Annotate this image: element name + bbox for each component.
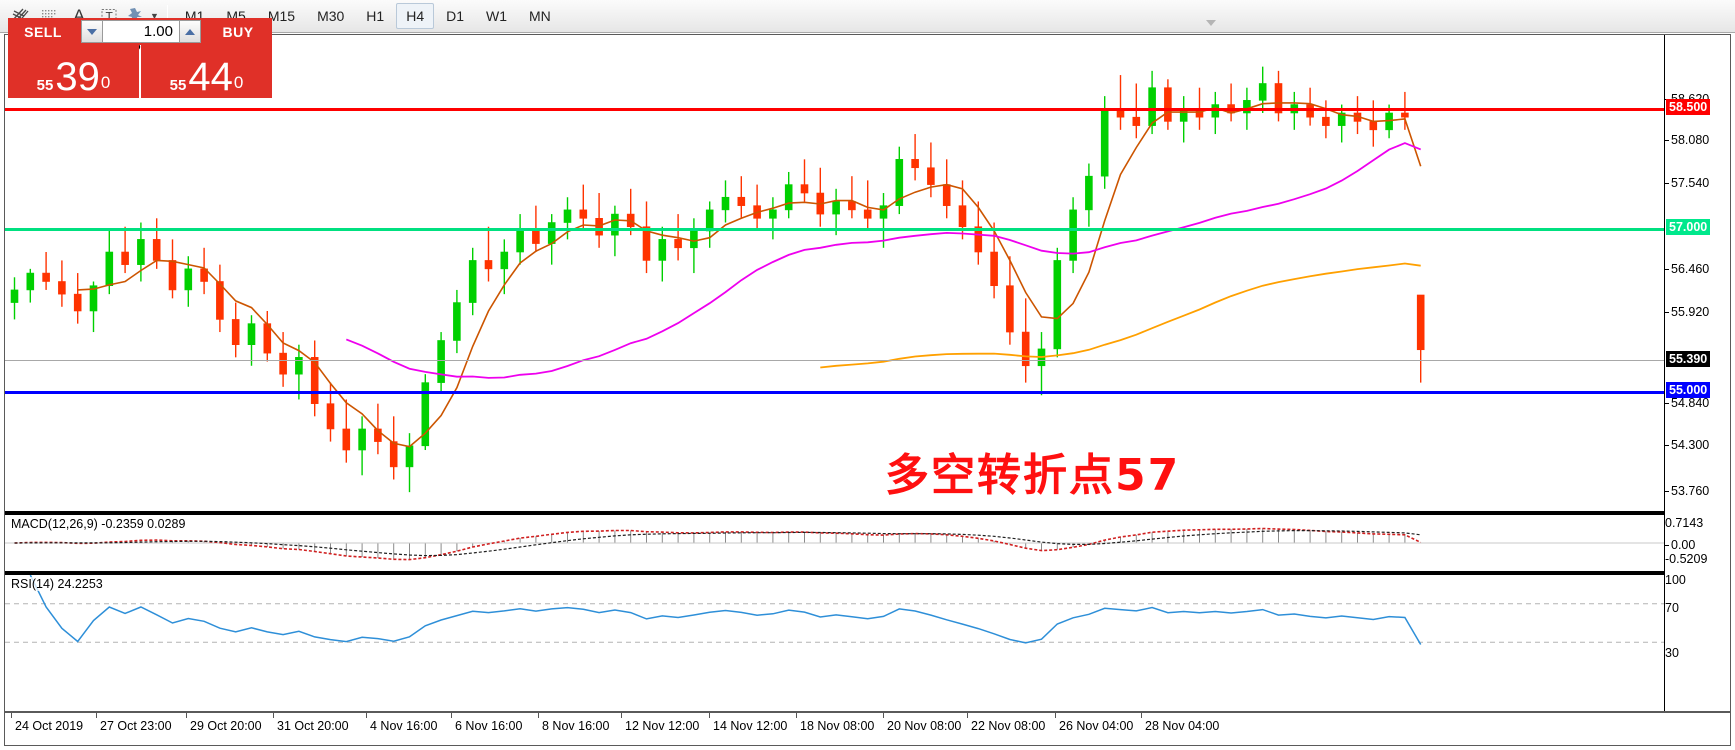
time-tick-mark bbox=[366, 713, 367, 718]
price-tick-56460: 56.460 bbox=[1665, 262, 1709, 276]
objects-dropdown-icon[interactable]: ▼ bbox=[125, 3, 160, 29]
time-tick-mark bbox=[621, 713, 622, 718]
resistance-line-58500[interactable] bbox=[5, 108, 1664, 111]
time-tick-mark bbox=[1141, 713, 1142, 718]
pivot-line-57000[interactable] bbox=[5, 228, 1664, 231]
price-tag-58500: 58.500 bbox=[1666, 99, 1711, 115]
time-tick-mark bbox=[967, 713, 968, 718]
buy-button[interactable]: BUY bbox=[204, 18, 272, 45]
timeframe-h1[interactable]: H1 bbox=[366, 8, 385, 24]
time-label: 14 Nov 12:00 bbox=[713, 719, 788, 733]
rsi-tick-30: 30 bbox=[1665, 646, 1679, 660]
timeframe-h4[interactable]: H4 bbox=[396, 3, 435, 29]
buy-price-sup: 0 bbox=[233, 73, 244, 92]
sell-price-prefix: 55 bbox=[36, 77, 54, 94]
rsi-tick-100: 100 bbox=[1665, 573, 1686, 587]
time-label: 12 Nov 12:00 bbox=[625, 719, 700, 733]
pane-divider-macd[interactable] bbox=[5, 511, 1730, 513]
price-tag-55000: 55.000 bbox=[1666, 382, 1711, 398]
time-tick-mark bbox=[96, 713, 97, 718]
time-tick-mark bbox=[186, 713, 187, 718]
text-label-icon[interactable]: A bbox=[73, 6, 85, 25]
time-label: 6 Nov 16:00 bbox=[455, 719, 523, 733]
timeframe-m30[interactable]: M30 bbox=[317, 8, 345, 24]
time-tick-mark bbox=[709, 713, 710, 718]
sell-price-sup: 0 bbox=[100, 73, 111, 92]
time-label: 4 Nov 16:00 bbox=[370, 719, 438, 733]
price-tick-53760: 53.760 bbox=[1665, 484, 1709, 498]
sell-price-big: 39 bbox=[55, 55, 100, 99]
macd-label: MACD(12,26,9) -0.2359 0.0289 bbox=[10, 517, 187, 531]
price-tick-55920: 55.920 bbox=[1665, 305, 1709, 319]
time-label: 31 Oct 20:00 bbox=[277, 719, 349, 733]
support-line-55000[interactable] bbox=[5, 391, 1664, 394]
buy-price-big: 44 bbox=[188, 55, 233, 99]
volume-stepper[interactable]: 1.00 bbox=[78, 18, 204, 45]
candlestick-plot bbox=[10, 66, 1425, 493]
price-pane[interactable]: 多空转折点57 bbox=[5, 54, 1664, 509]
time-label: 28 Nov 04:00 bbox=[1145, 719, 1220, 733]
price-tick-54300: 54.300 bbox=[1665, 438, 1709, 452]
price-tick-57540: 57.540 bbox=[1665, 176, 1709, 190]
sell-button[interactable]: SELL bbox=[8, 18, 78, 45]
time-label: 24 Oct 2019 bbox=[15, 719, 84, 733]
chevron-down-icon bbox=[87, 28, 97, 35]
chart-area[interactable]: USOil-,H4 56.040 56.040 55.000 55.390 多空… bbox=[4, 34, 1731, 712]
triangle-down-icon bbox=[1206, 20, 1216, 43]
chart-annotation-text: 多空转折点57 bbox=[885, 450, 1181, 501]
time-label: 27 Oct 23:00 bbox=[100, 719, 172, 733]
rsi-tick-70: 70 bbox=[1665, 601, 1679, 615]
volume-increment-button[interactable] bbox=[179, 20, 201, 43]
macd-plot bbox=[5, 527, 1664, 561]
time-label: 20 Nov 08:00 bbox=[887, 719, 962, 733]
macd-tick-05209: -0.5209 bbox=[1665, 552, 1708, 566]
time-tick-mark bbox=[273, 713, 274, 718]
timeframe-m15[interactable]: M15 bbox=[267, 8, 296, 24]
timeframe-d1[interactable]: D1 bbox=[446, 8, 465, 24]
one-click-trading-panel[interactable]: SELL 1.00 BUY 55 39 0 55 44 0 bbox=[8, 18, 272, 98]
price-tick-54840: 54.840 bbox=[1665, 396, 1709, 410]
price-tag-57000: 57.000 bbox=[1666, 219, 1711, 235]
time-label: 22 Nov 08:00 bbox=[971, 719, 1046, 733]
time-tick-mark bbox=[1055, 713, 1056, 718]
volume-decrement-button[interactable] bbox=[81, 20, 103, 43]
pane-divider-rsi[interactable] bbox=[5, 571, 1730, 573]
last-price-line-55390 bbox=[5, 360, 1664, 361]
time-tick-mark bbox=[538, 713, 539, 718]
rsi-pane[interactable]: RSI(14) 24.2253 bbox=[5, 573, 1664, 671]
price-tick-58080: 58.080 bbox=[1665, 133, 1709, 147]
rsi-plot bbox=[5, 575, 1664, 645]
macd-tick-000: 0.00 bbox=[1665, 538, 1695, 552]
chart-toolbar: E F A T ▼ bbox=[0, 0, 1735, 33]
time-tick-mark bbox=[883, 713, 884, 718]
macd-pane[interactable]: MACD(12,26,9) -0.2359 0.0289 bbox=[5, 513, 1664, 571]
buy-price-prefix: 55 bbox=[169, 77, 187, 94]
time-tick-mark bbox=[11, 713, 12, 718]
time-label: 18 Nov 08:00 bbox=[800, 719, 875, 733]
macd-tick-07143: 0.7143 bbox=[1665, 516, 1704, 530]
time-tick-mark bbox=[796, 713, 797, 718]
toolbar-divider bbox=[166, 5, 168, 27]
time-tick-mark bbox=[451, 713, 452, 718]
time-label: 26 Nov 04:00 bbox=[1059, 719, 1134, 733]
timeframe-w1[interactable]: W1 bbox=[486, 8, 508, 24]
rsi-label: RSI(14) 24.2253 bbox=[10, 577, 104, 591]
chevron-down-icon[interactable]: ▼ bbox=[150, 11, 159, 21]
price-scale[interactable]: 58.62058.08057.54056.46055.92054.84054.3… bbox=[1664, 35, 1730, 711]
buy-price-display[interactable]: 55 44 0 bbox=[141, 45, 272, 98]
time-scale[interactable]: 24 Oct 2019 27 Oct 23:00 29 Oct 20:00 31 Oc… bbox=[4, 712, 1731, 746]
volume-input[interactable]: 1.00 bbox=[103, 20, 179, 43]
time-label: 29 Oct 20:00 bbox=[190, 719, 262, 733]
time-label: 8 Nov 16:00 bbox=[542, 719, 610, 733]
timeframe-mn[interactable]: MN bbox=[529, 8, 551, 24]
chevron-up-icon bbox=[185, 28, 195, 35]
svg-text:T: T bbox=[106, 10, 114, 24]
sell-price-display[interactable]: 55 39 0 bbox=[8, 45, 139, 98]
chart-scroll-indicator[interactable] bbox=[1206, 20, 1217, 43]
price-tag-55390: 55.390 bbox=[1666, 351, 1711, 367]
